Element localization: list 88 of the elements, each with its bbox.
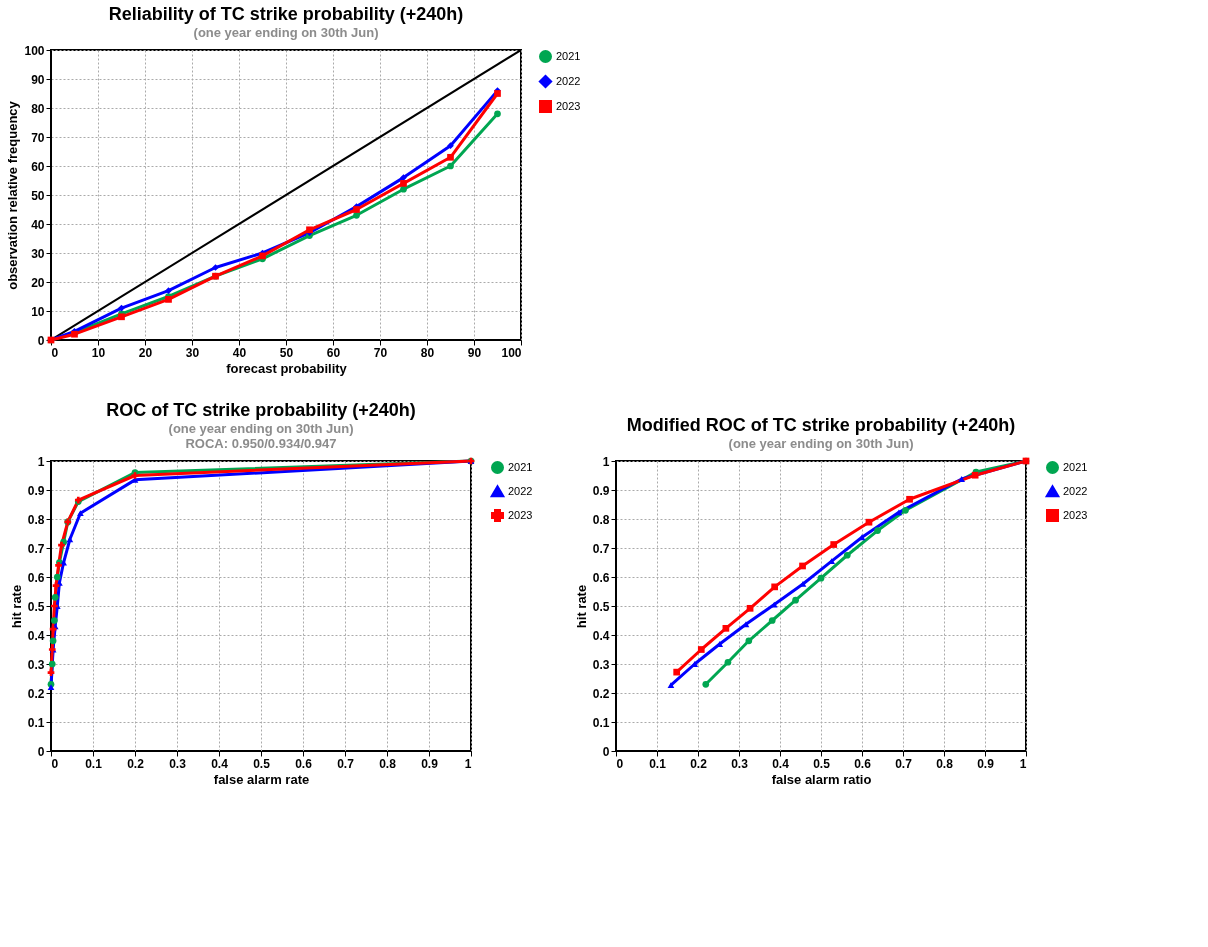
chart-title: Reliability of TC strike probability (+240h) (108, 4, 464, 24)
y-tick-label: 80 (31, 101, 45, 116)
y-tick-label: 0.4 (27, 628, 45, 643)
x-tick-label: 0.7 (337, 756, 355, 771)
legend-label: 2021 (1063, 460, 1088, 473)
y-tick-label: 0.9 (592, 483, 610, 498)
x-tick-label: 0 (51, 345, 59, 360)
x-tick-label: 0.6 (854, 756, 872, 771)
x-tick-label: 0.9 (421, 756, 439, 771)
y-tick-label: 0 (37, 744, 45, 759)
x-tick-label: 10 (91, 345, 106, 360)
y-tick-label: 0.6 (27, 570, 45, 585)
y-tick-label: 60 (31, 159, 45, 174)
y-axis-title: hit rate (573, 584, 589, 629)
text: ROCA: 0.950/0.934/0.947 (185, 436, 337, 451)
y-tick-label: 0 (37, 333, 45, 348)
x-tick-label: 0 (51, 756, 59, 771)
x-tick-label: 90 (467, 345, 482, 360)
y-tick-label: 0.8 (592, 512, 610, 527)
y-tick-label: 10 (31, 304, 45, 319)
x-tick-label: 0.3 (731, 756, 749, 771)
y-tick-label: 0.1 (592, 715, 610, 730)
y-tick-label: 0.7 (27, 541, 45, 556)
y-tick-label: 0.9 (27, 483, 45, 498)
x-tick-label: 1 (464, 756, 472, 771)
y-tick-label: 0.3 (592, 657, 610, 672)
x-tick-label: 0.1 (649, 756, 667, 771)
x-tick-label: 40 (232, 345, 247, 360)
chart-title: Modified ROC of TC strike probability (+240h) (626, 415, 1016, 435)
x-tick-label: 50 (279, 345, 294, 360)
y-tick-label: 20 (31, 275, 45, 290)
legend-label: 2021 (508, 460, 533, 473)
x-tick-label: 0.5 (813, 756, 831, 771)
chart-title: ROC of TC strike probability (+240h) (106, 400, 416, 420)
chart-subtitle: (one year ending on 30th Jun) (193, 25, 379, 40)
y-tick-label: 0.5 (27, 599, 45, 614)
x-tick-label: 70 (373, 345, 388, 360)
y-tick-label: 50 (31, 188, 45, 203)
x-tick-label: 0.4 (772, 756, 790, 771)
y-tick-label: 1 (37, 454, 45, 469)
y-axis-title: observation relative frequency (5, 100, 21, 290)
y-tick-label: 40 (31, 217, 45, 232)
y-tick-label: 0.4 (592, 628, 610, 643)
y-tick-label: 0.6 (592, 570, 610, 585)
x-tick-label: 0.5 (253, 756, 271, 771)
chart-subtitle: (one year ending on 30th Jun) (728, 436, 914, 451)
y-tick-label: 0.7 (592, 541, 610, 556)
y-tick-label: 0.2 (592, 686, 610, 701)
x-tick-label: 0.4 (211, 756, 229, 771)
y-tick-label: 0 (602, 744, 610, 759)
x-tick-label: 0.7 (895, 756, 913, 771)
legend-label: 2022 (508, 484, 533, 497)
x-tick-label: 0 (616, 756, 624, 771)
x-tick-label: 30 (185, 345, 200, 360)
x-tick-label: 0.3 (169, 756, 187, 771)
x-tick-label: 60 (326, 345, 341, 360)
x-tick-label: 0.6 (295, 756, 313, 771)
x-tick-label: 1 (1019, 756, 1027, 771)
x-axis-title: false alarm rate (213, 771, 310, 787)
x-tick-label: 0.2 (127, 756, 145, 771)
legend-label: 2023 (1063, 508, 1088, 521)
legend-label: 2021 (556, 49, 581, 62)
x-axis-title: false alarm ratio (771, 771, 872, 787)
y-tick-label: 0.1 (27, 715, 45, 730)
x-tick-label: 0.8 (379, 756, 397, 771)
y-tick-label: 0.3 (27, 657, 45, 672)
y-axis-title: hit rate (8, 584, 24, 629)
y-tick-label: 90 (31, 72, 45, 87)
chart-subtitle: (one year ending on 30th Jun) (168, 421, 354, 436)
y-tick-label: 1 (602, 454, 610, 469)
y-tick-label: 0.8 (27, 512, 45, 527)
x-tick-label: 20 (138, 345, 153, 360)
legend-label: 2023 (556, 99, 581, 112)
y-tick-label: 0.5 (592, 599, 610, 614)
legend-label: 2022 (1063, 484, 1088, 497)
y-tick-label: 0.2 (27, 686, 45, 701)
x-tick-label: 80 (420, 345, 435, 360)
x-tick-label: 0.8 (936, 756, 954, 771)
y-tick-label: 30 (31, 246, 45, 261)
x-tick-label: 100 (501, 345, 522, 360)
y-tick-label: 70 (31, 130, 45, 145)
legend-label: 2022 (556, 74, 581, 87)
x-tick-label: 0.9 (977, 756, 995, 771)
legend-label: 2023 (508, 508, 533, 521)
y-tick-label: 100 (24, 43, 45, 58)
x-axis-title: forecast probability (226, 360, 348, 376)
x-tick-label: 0.1 (85, 756, 103, 771)
x-tick-label: 0.2 (690, 756, 708, 771)
